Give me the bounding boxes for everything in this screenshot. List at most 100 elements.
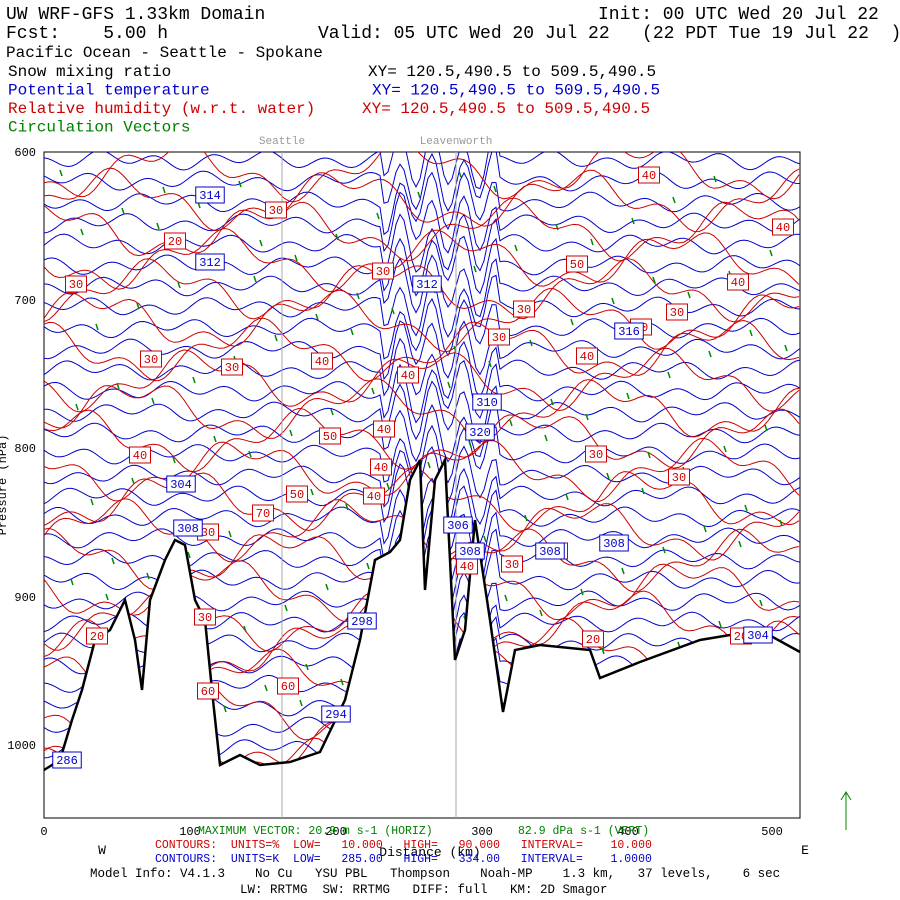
contour-label: 294 (325, 708, 347, 722)
contour-label: 30 (517, 303, 531, 317)
rh-contour (44, 152, 800, 203)
vector (483, 535, 487, 543)
vector (626, 392, 630, 400)
y-tick-label: 900 (14, 591, 36, 605)
x-tick-label: 0 (40, 825, 47, 839)
contour-label-box (727, 273, 749, 291)
vector (621, 567, 625, 575)
contour-label: 40 (377, 423, 391, 437)
physics-info: LW: RRTMG SW: RRTMG DIFF: full KM: 2D Sm… (240, 883, 608, 897)
contour-label-box (743, 626, 773, 644)
vector (703, 525, 707, 533)
field-name: Relative humidity (w.r.t. water) (8, 100, 315, 118)
contour-label-box (265, 201, 287, 219)
vector (473, 265, 477, 273)
contour-label: 40 (367, 490, 381, 504)
theta-contour (44, 320, 800, 381)
vector (264, 684, 268, 692)
contour-label: 30 (225, 361, 239, 375)
vector (136, 302, 140, 310)
contour-label-box (668, 468, 690, 486)
contour-label-box (472, 393, 502, 411)
vector (667, 371, 671, 379)
vector (213, 435, 217, 443)
vector (590, 238, 594, 246)
max-vector: MAXIMUM VECTOR: 20.9 m s-1 (HORIZ) (198, 825, 433, 838)
rh-contour (44, 227, 800, 293)
contour-label-box (277, 677, 299, 695)
contour-label-box (140, 350, 162, 368)
rh-contour (44, 378, 800, 443)
vector (305, 663, 309, 671)
contour-label-box (221, 358, 243, 376)
contour-label-box (363, 487, 385, 505)
vector (662, 546, 666, 554)
contour-label: 40 (315, 355, 329, 369)
vector (687, 291, 691, 299)
x-tick-label: 200 (325, 825, 347, 839)
vector (386, 482, 390, 490)
vector (248, 450, 252, 458)
contour-label: 30 (69, 278, 83, 292)
terrain (43, 455, 801, 772)
field-xy: XY= 120.5,490.5 to 509.5,490.5 (368, 63, 656, 81)
contour-label: 70 (256, 507, 270, 521)
vector (356, 292, 360, 300)
vector (652, 276, 656, 284)
contour-label-box (501, 555, 523, 573)
contour-label-box (397, 366, 419, 384)
x-tick-label: 500 (761, 825, 783, 839)
vector (779, 519, 783, 527)
theta-contour (44, 152, 800, 213)
contour-label: 320 (469, 426, 491, 440)
vector (90, 498, 94, 506)
init-time: Init: 00 UTC Wed 20 Jul 22 (598, 5, 879, 25)
vector (458, 170, 462, 178)
contour-label: 20 (90, 630, 104, 644)
theta-contour (44, 254, 800, 318)
vector (550, 398, 554, 406)
contour-label-box (164, 232, 186, 250)
rh-contour (44, 258, 800, 323)
contour-label: 314 (199, 189, 221, 203)
contour-label-box (614, 322, 644, 340)
vector (335, 233, 339, 241)
vector (738, 540, 742, 548)
contour-label-box (666, 303, 688, 321)
vector (105, 593, 109, 601)
contour-label: 20 (168, 235, 182, 249)
contour-label-box (455, 542, 485, 560)
vector (75, 403, 79, 411)
vector (713, 175, 717, 183)
vector (631, 217, 635, 225)
vector (310, 488, 314, 496)
vector-key (840, 791, 852, 830)
contour-label: 316 (618, 325, 640, 339)
y-tick-label: 800 (14, 442, 36, 456)
vector (172, 456, 176, 464)
contour-label: 312 (416, 278, 438, 292)
contour-label-box (52, 751, 82, 769)
vector (340, 678, 344, 686)
contour-label-box (347, 612, 377, 630)
vector (151, 397, 155, 405)
contour-label: 30 (198, 611, 212, 625)
contour-label-box (585, 445, 607, 463)
vector (156, 222, 160, 230)
vector (70, 578, 74, 586)
contour-label-box (319, 427, 341, 445)
contour-label: 40 (133, 449, 147, 463)
rh-contour (44, 317, 800, 382)
vector (330, 408, 334, 416)
contour-label: 304 (170, 478, 192, 492)
vector (131, 477, 135, 485)
place-label: Seattle (259, 136, 305, 148)
x-tick-label: 300 (471, 825, 493, 839)
vector (606, 472, 610, 480)
vector (371, 387, 375, 395)
field-name: Snow mixing ratio (8, 63, 171, 81)
contour-label: 308 (177, 522, 199, 536)
contour-label: 30 (672, 471, 686, 485)
contour-label-box (465, 423, 495, 441)
forecast-hour: Fcst: 5.00 h (6, 24, 168, 44)
